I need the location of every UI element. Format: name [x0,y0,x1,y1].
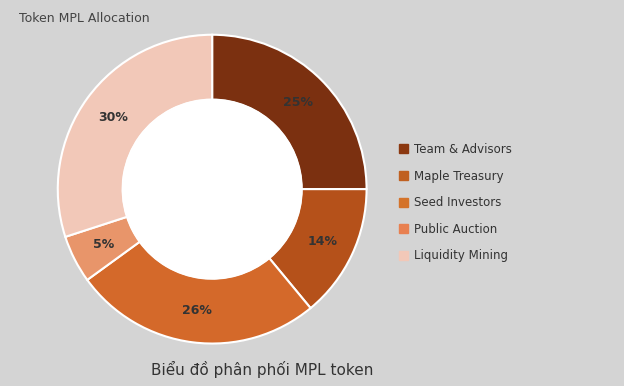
Text: 26%: 26% [182,304,212,317]
Wedge shape [269,189,366,308]
Wedge shape [66,217,140,280]
Text: 5%: 5% [93,238,114,251]
Wedge shape [212,35,366,189]
Legend: Team & Advisors, Maple Treasury, Seed Investors, Public Auction, Liquidity Minin: Team & Advisors, Maple Treasury, Seed In… [399,143,512,262]
Text: 25%: 25% [283,96,313,109]
Text: 14%: 14% [308,235,338,247]
Wedge shape [58,35,212,237]
Text: Token MPL Allocation: Token MPL Allocation [19,12,149,25]
Circle shape [122,100,302,279]
Text: Biểu đồ phân phối MPL token: Biểu đồ phân phối MPL token [151,361,373,378]
Text: 30%: 30% [99,111,129,124]
Wedge shape [87,242,311,344]
